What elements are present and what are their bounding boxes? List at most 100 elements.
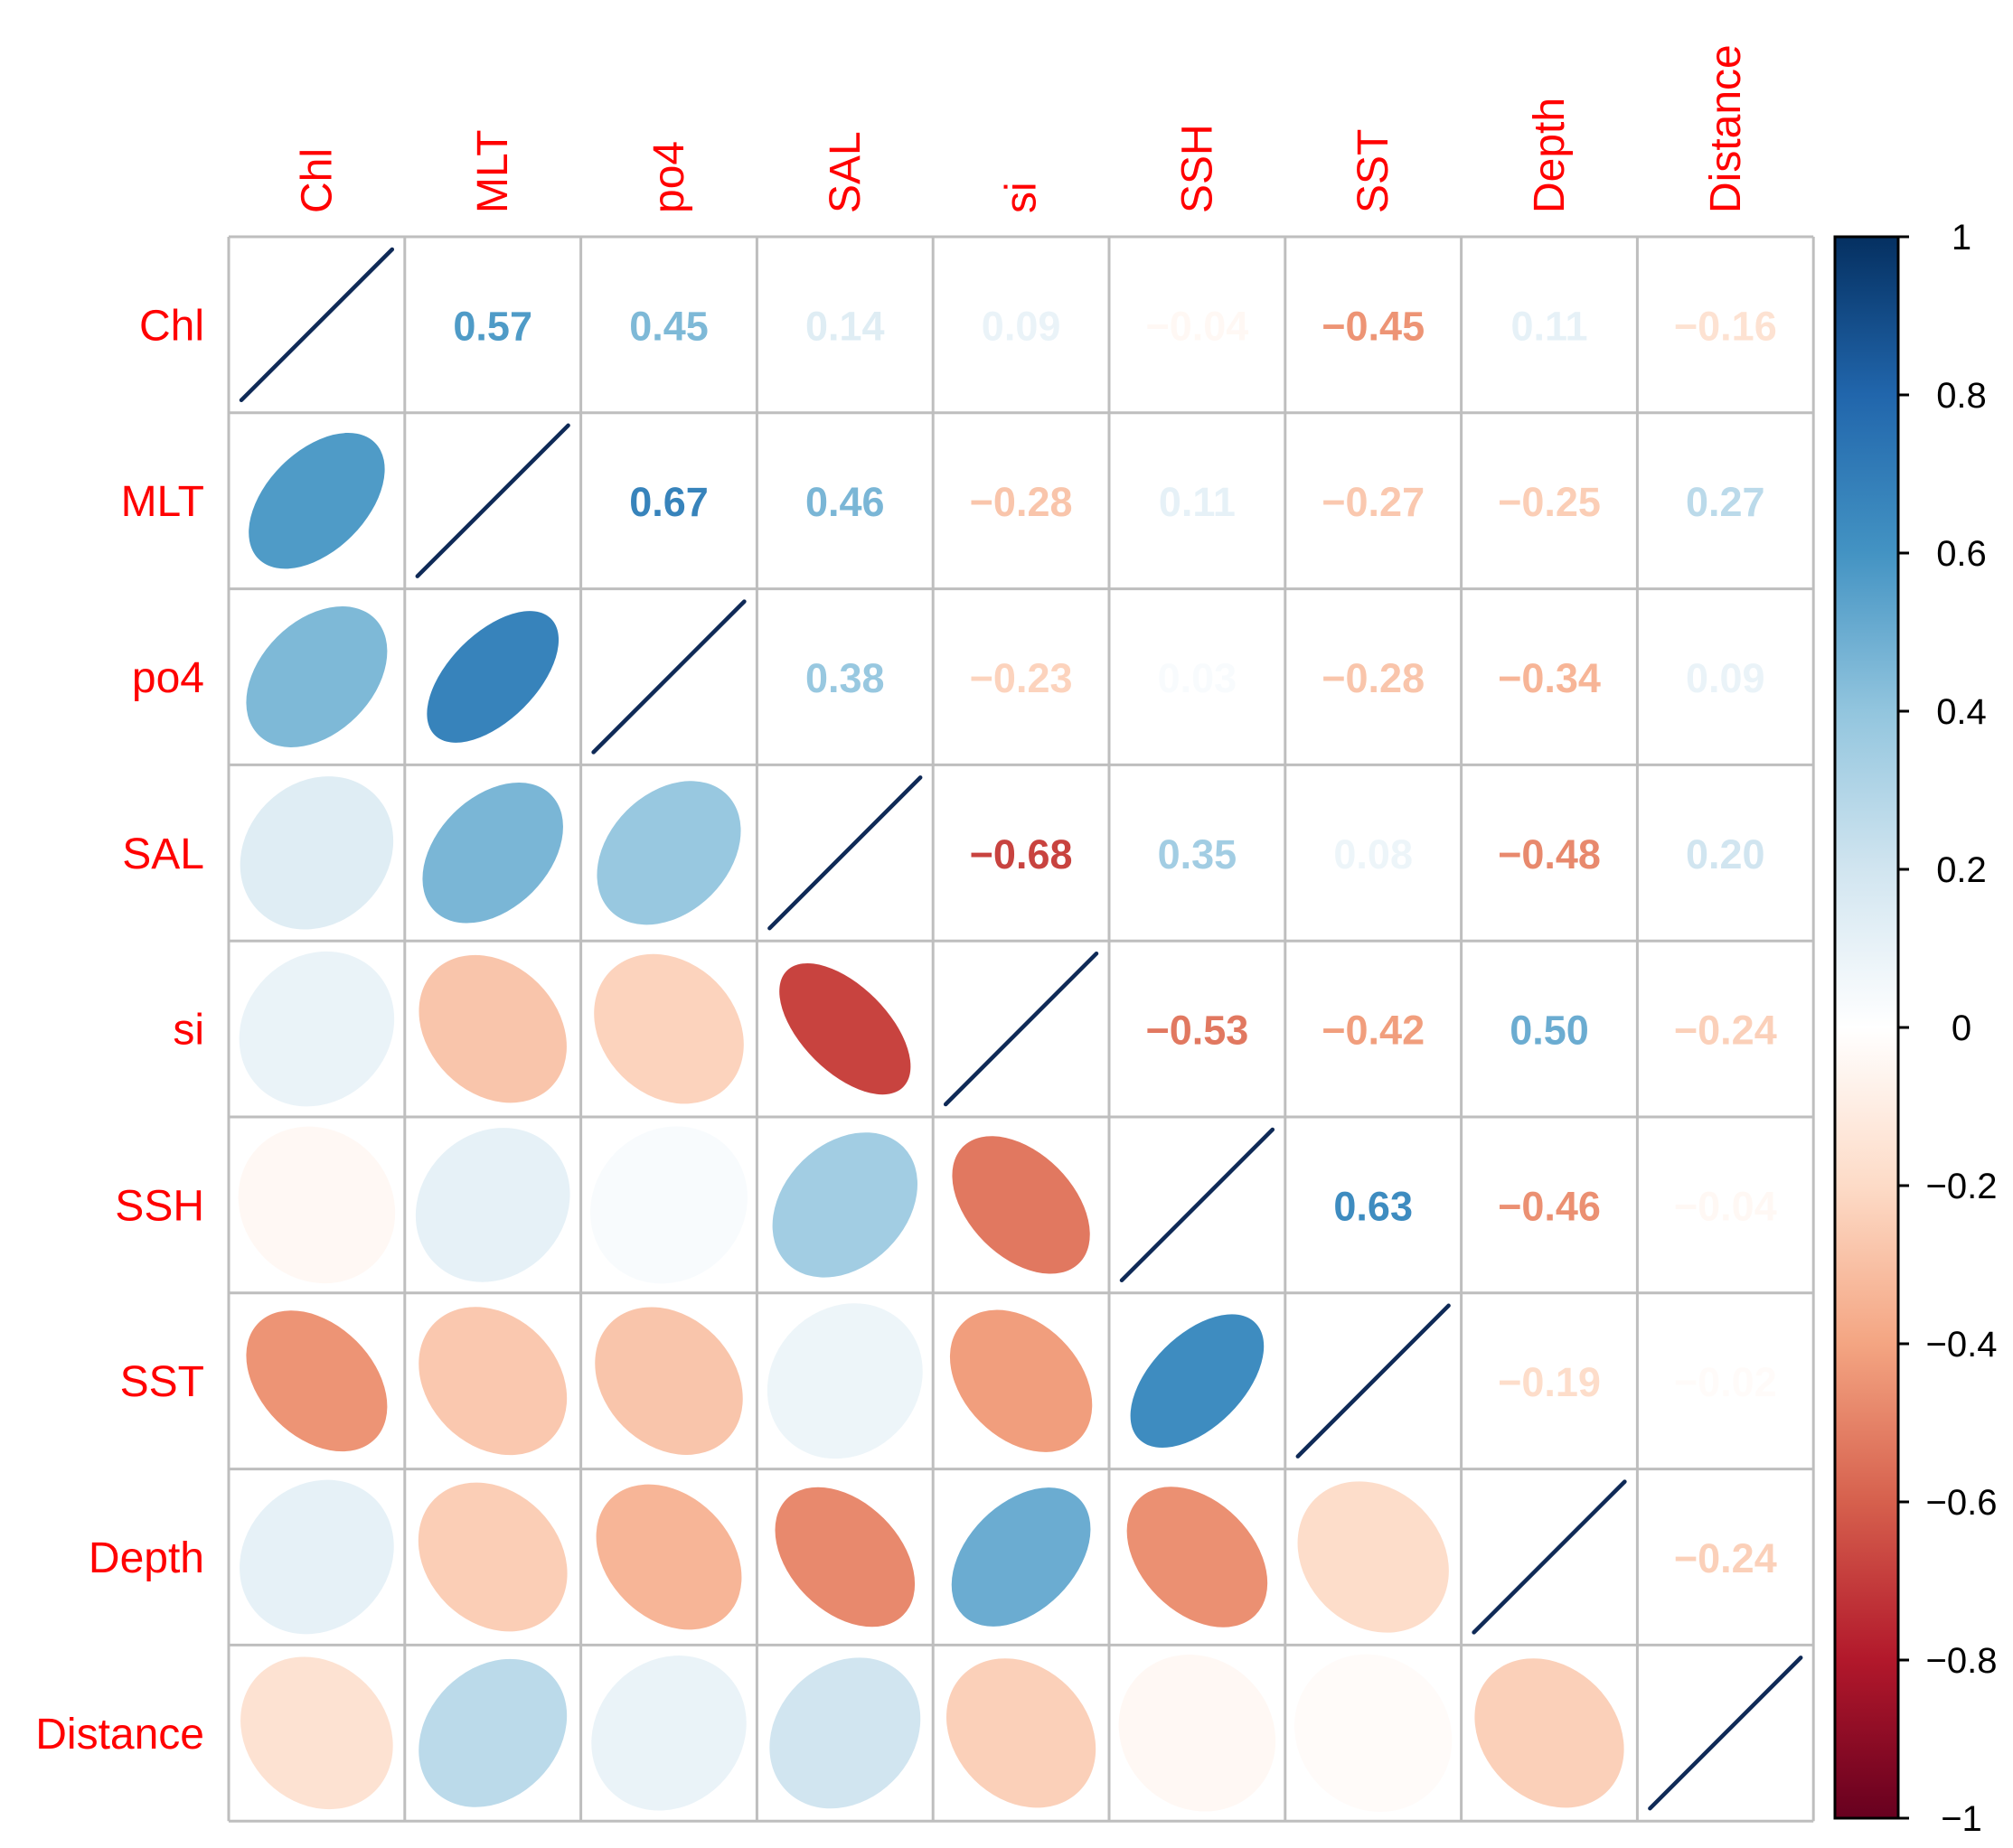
coef-label-SAL-SST: 0.08 xyxy=(1333,831,1413,877)
coef-label-MLT-po4: 0.67 xyxy=(629,479,709,525)
coef-label-Chl-MLT: 0.57 xyxy=(453,303,532,349)
ellipse-SSH-si xyxy=(952,1136,1090,1274)
ellipse-SSH-MLT xyxy=(415,1128,570,1282)
coef-label-si-SSH: −0.53 xyxy=(1145,1008,1248,1054)
ellipse-SST-SSH xyxy=(1130,1314,1265,1448)
coef-label-MLT-Distance: 0.27 xyxy=(1686,479,1765,525)
diagonal-line-MLT xyxy=(415,423,570,578)
coef-label-po4-si: −0.23 xyxy=(970,655,1073,701)
ellipse-Distance-MLT xyxy=(419,1658,568,1807)
ellipse-si-Chl xyxy=(239,951,395,1107)
row-label-Chl: Chl xyxy=(139,302,204,350)
coef-label-Chl-SSH: −0.04 xyxy=(1145,303,1248,349)
diagonal-line-po4 xyxy=(591,599,747,755)
coef-label-Chl-SST: −0.45 xyxy=(1322,303,1425,349)
ellipse-MLT-Chl xyxy=(249,432,385,569)
diagonal-line-SAL xyxy=(767,775,923,931)
ellipse-Distance-si xyxy=(946,1658,1096,1808)
colorbar-tick-label: 0 xyxy=(1952,1008,1971,1048)
ellipse-SST-si xyxy=(949,1309,1093,1452)
coef-label-Chl-Distance: −0.16 xyxy=(1674,303,1777,349)
colorbar-tick-label: 0.8 xyxy=(1936,376,1987,416)
coef-label-SSH-SST: 0.63 xyxy=(1333,1183,1413,1229)
row-label-po4: po4 xyxy=(132,654,204,702)
colorbar-tick-label: −1 xyxy=(1941,1799,1982,1839)
coef-label-SAL-SSH: 0.35 xyxy=(1158,831,1237,877)
ellipse-SSH-Chl xyxy=(238,1126,396,1284)
ellipse-SST-MLT xyxy=(419,1307,568,1456)
variable-labels: Chl MLT po4 SAL si SSH SST Depth Distance Chl MLT p… xyxy=(35,44,1750,1759)
ellipse-SST-Chl xyxy=(246,1310,388,1452)
coef-label-po4-SSH: 0.03 xyxy=(1158,655,1237,701)
ellipse-SST-SAL xyxy=(767,1303,923,1459)
coef-label-po4-Depth: −0.34 xyxy=(1498,655,1601,701)
col-label-po4: po4 xyxy=(645,141,693,213)
ellipse-po4-Chl xyxy=(246,606,388,747)
ellipse-SSH-po4 xyxy=(590,1126,748,1284)
row-label-MLT: MLT xyxy=(121,478,204,526)
ellipse-SAL-MLT xyxy=(422,783,563,924)
ellipse-Depth-SSH xyxy=(1126,1487,1268,1628)
colorbar-tick-label: 0.6 xyxy=(1936,534,1987,574)
coef-label-SAL-si: −0.68 xyxy=(970,831,1073,877)
diagonal-line-si xyxy=(943,951,1099,1107)
colorbar-tick-label: 0.4 xyxy=(1936,692,1987,732)
row-label-si: si xyxy=(173,1007,204,1055)
col-label-Depth: Depth xyxy=(1526,98,1574,213)
coef-label-Chl-po4: 0.45 xyxy=(629,303,709,349)
ellipse-Distance-po4 xyxy=(591,1656,747,1811)
diagonal-line-SST xyxy=(1295,1303,1451,1459)
coef-label-SSH-Depth: −0.46 xyxy=(1498,1183,1601,1229)
col-label-SAL: SAL xyxy=(822,131,870,213)
coef-label-SAL-Distance: 0.20 xyxy=(1686,831,1765,877)
colorbar-tick-label: 0.2 xyxy=(1936,850,1987,890)
coef-label-po4-SAL: 0.38 xyxy=(805,655,885,701)
col-label-Chl: Chl xyxy=(293,148,341,213)
colorbar-tick-label: −0.4 xyxy=(1926,1325,1998,1365)
ellipse-po4-MLT xyxy=(427,611,560,743)
colorbar-rect xyxy=(1833,235,1900,1820)
ellipse-Depth-SAL xyxy=(775,1487,916,1628)
diagonal-line-Distance xyxy=(1648,1656,1803,1811)
coef-label-MLT-Depth: −0.25 xyxy=(1498,479,1601,525)
ellipse-si-po4 xyxy=(594,953,744,1104)
coef-label-Chl-SAL: 0.14 xyxy=(805,303,885,349)
coef-label-po4-Distance: 0.09 xyxy=(1686,655,1765,701)
ellipse-SAL-Chl xyxy=(240,776,394,930)
coef-label-MLT-SAL: 0.46 xyxy=(805,479,885,525)
coef-label-si-Distance: −0.24 xyxy=(1674,1008,1777,1054)
coef-label-po4-SST: −0.28 xyxy=(1322,655,1425,701)
row-label-SST: SST xyxy=(120,1358,204,1406)
row-label-SSH: SSH xyxy=(115,1182,204,1230)
coef-label-SAL-Depth: −0.48 xyxy=(1498,831,1601,877)
coef-label-Chl-Depth: 0.11 xyxy=(1510,303,1587,349)
ellipse-Distance-SAL xyxy=(769,1657,921,1809)
coef-label-si-Depth: 0.50 xyxy=(1510,1008,1589,1054)
diagonal-line-SSH xyxy=(1119,1127,1275,1283)
coef-label-Chl-si: 0.09 xyxy=(982,303,1061,349)
colorbar: 1 0.8 0.6 0.4 0.2 0 −0.2 −0.4 −0.6 −0.8 −1 xyxy=(1833,218,1998,1839)
matrix-grid xyxy=(227,235,1815,1823)
ellipse-SST-po4 xyxy=(595,1307,743,1455)
col-label-MLT: MLT xyxy=(469,130,517,213)
matrix-marks: 0.57 0.45 0.14 0.09 −0.04 −0.45 0.11 −0.16 0.67 0… xyxy=(238,247,1803,1812)
row-label-Distance: Distance xyxy=(35,1711,204,1759)
colorbar-tick-label: −0.8 xyxy=(1926,1641,1998,1681)
ellipse-SSH-SAL xyxy=(772,1132,918,1278)
ellipse-Distance-SST xyxy=(1294,1654,1453,1812)
col-label-SSH: SSH xyxy=(1173,124,1221,213)
diagonal-line-Depth xyxy=(1472,1479,1627,1635)
ellipse-Depth-si xyxy=(951,1487,1091,1627)
col-label-Distance: Distance xyxy=(1702,44,1750,213)
colorbar-tick-label: 1 xyxy=(1952,218,1971,258)
ellipse-si-MLT xyxy=(419,954,567,1103)
ellipse-Distance-Chl xyxy=(240,1656,393,1810)
ellipse-Depth-SST xyxy=(1297,1481,1449,1633)
ellipse-SAL-po4 xyxy=(597,781,741,925)
col-label-SST: SST xyxy=(1350,129,1397,213)
ellipse-Distance-SSH xyxy=(1118,1655,1276,1812)
row-label-Depth: Depth xyxy=(89,1534,204,1582)
colorbar-tick-label: −0.6 xyxy=(1926,1483,1998,1523)
col-label-si: si xyxy=(998,182,1046,213)
